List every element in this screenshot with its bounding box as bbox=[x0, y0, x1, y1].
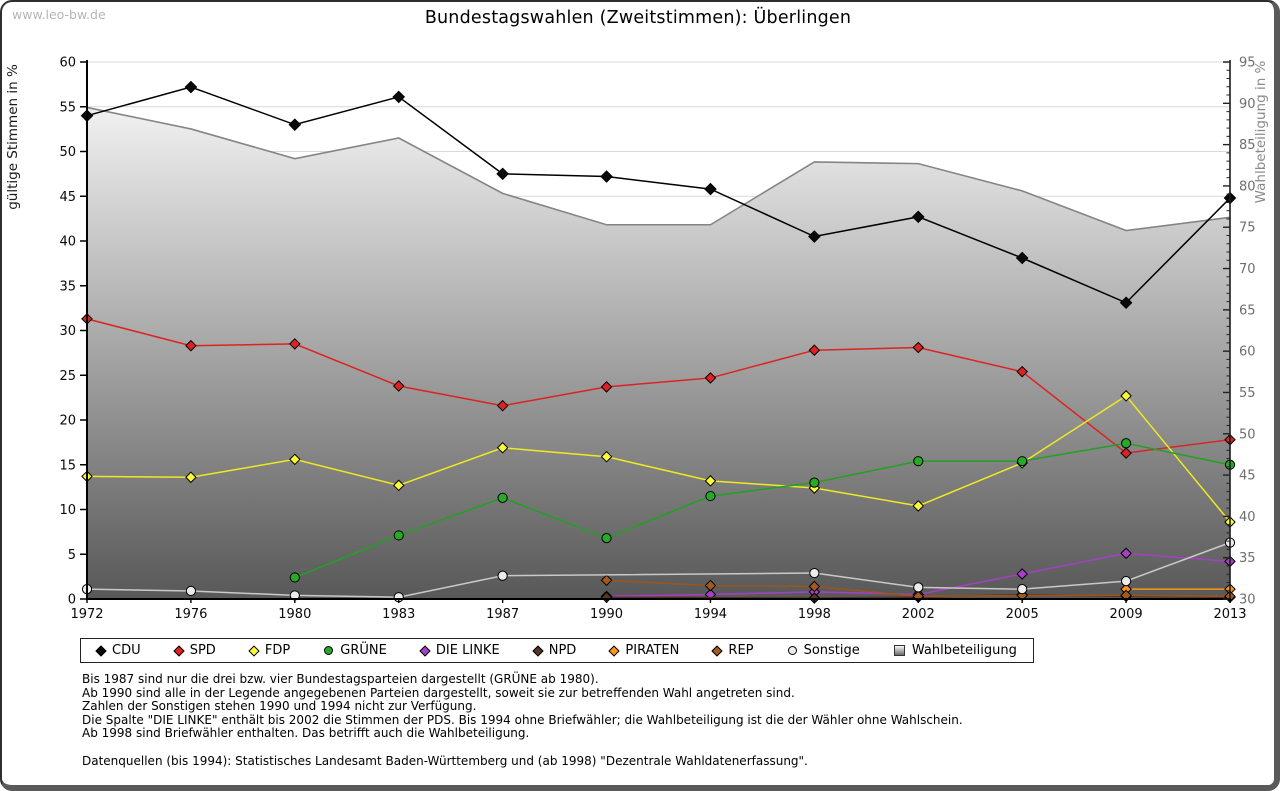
legend-label: FDP bbox=[264, 643, 291, 658]
legend-label: SPD bbox=[189, 643, 216, 658]
diamond-marker-icon bbox=[419, 644, 431, 657]
svg-text:95: 95 bbox=[1239, 56, 1256, 71]
svg-text:0: 0 bbox=[68, 593, 76, 608]
left-axis-title: gültige Stimmen in % bbox=[5, 64, 21, 210]
legend-item-rep: REP bbox=[711, 643, 754, 658]
legend-item-sonstige: Sonstige bbox=[787, 643, 860, 658]
svg-text:40: 40 bbox=[59, 235, 76, 250]
svg-text:80: 80 bbox=[1239, 179, 1256, 194]
right-axis-ticks: 30 35 40 45 50 55 60 65 70 75 80 85 90 95 bbox=[1223, 56, 1256, 608]
svg-text:15: 15 bbox=[59, 458, 76, 473]
svg-text:1976: 1976 bbox=[174, 607, 207, 622]
series-wahlbeteiligung bbox=[86, 106, 1231, 599]
footnote-line: Ab 1998 sind Briefwähler enthalten. Das … bbox=[82, 726, 530, 741]
footnote-line: Bis 1987 sind nur die drei bzw. vier Bun… bbox=[82, 672, 599, 686]
svg-text:1983: 1983 bbox=[382, 607, 415, 622]
series-cdu bbox=[80, 80, 1237, 310]
svg-text:1994: 1994 bbox=[694, 607, 727, 622]
legend-label: Sonstige bbox=[803, 643, 860, 658]
legend-item-spd: SPD bbox=[173, 643, 216, 658]
svg-text:2013: 2013 bbox=[1213, 607, 1246, 622]
series-grüne bbox=[289, 438, 1236, 583]
circle-marker-icon bbox=[324, 646, 334, 655]
svg-text:60: 60 bbox=[1239, 345, 1256, 360]
diamond-marker-icon bbox=[532, 644, 544, 657]
legend-item-fdp: FDP bbox=[248, 643, 291, 658]
legend-label: REP bbox=[728, 643, 754, 658]
svg-text:10: 10 bbox=[59, 503, 76, 518]
circle-marker-icon bbox=[787, 646, 797, 655]
svg-text:1987: 1987 bbox=[486, 607, 519, 622]
legend-item-wahlbeteiligung: Wahlbeteiligung bbox=[893, 643, 1017, 658]
election-line-chart: 0 5 10 15 20 25 30 35 40 45 50 55 60 30 35 40 45 50 55 60 65… bbox=[5, 56, 1269, 623]
chart-legend: CDU SPD FDP GRÜNE DIE LINKE NPD PIRATEN REP Sons… bbox=[80, 638, 1034, 663]
footnote-line: Ab 1990 sind alle in der Legende angegeb… bbox=[82, 685, 795, 700]
legend-label: PIRATEN bbox=[625, 643, 680, 658]
svg-text:50: 50 bbox=[59, 145, 76, 160]
svg-text:60: 60 bbox=[59, 56, 76, 71]
svg-text:30: 30 bbox=[59, 324, 76, 339]
svg-text:1980: 1980 bbox=[278, 607, 311, 622]
legend-label: Wahlbeteiligung bbox=[911, 643, 1017, 658]
svg-text:85: 85 bbox=[1239, 138, 1256, 153]
legend-item-die-linke: DIE LINKE bbox=[419, 643, 500, 658]
x-axis-ticks: 1972 1976 1980 1983 1987 1990 1994 1998 2002 2005… bbox=[70, 599, 1247, 622]
svg-text:25: 25 bbox=[59, 369, 76, 384]
svg-text:35: 35 bbox=[59, 279, 76, 294]
diamond-marker-icon bbox=[95, 644, 107, 657]
footnote-line: Die Spalte "DIE LINKE" enthält bis 2002 … bbox=[82, 712, 963, 727]
legend-label: CDU bbox=[112, 643, 141, 658]
svg-text:55: 55 bbox=[59, 100, 76, 115]
chart-title: Bundestagswahlen (Zweitstimmen): Überlin… bbox=[424, 8, 852, 28]
svg-text:75: 75 bbox=[1239, 221, 1256, 236]
legend-item-piraten: PIRATEN bbox=[608, 643, 680, 658]
svg-text:45: 45 bbox=[59, 190, 76, 205]
diamond-marker-icon bbox=[248, 644, 260, 657]
svg-text:55: 55 bbox=[1239, 386, 1256, 401]
data-source-line: Datenquellen (bis 1994): Statistisches L… bbox=[82, 753, 808, 768]
legend-label: DIE LINKE bbox=[435, 643, 500, 658]
axis-titles: gültige Stimmen in % Wahlbeteiligung in % bbox=[5, 60, 1269, 209]
left-axis-ticks: 0 5 10 15 20 25 30 35 40 45 50 55 60 bbox=[59, 56, 87, 608]
svg-text:50: 50 bbox=[1239, 427, 1256, 442]
svg-text:2009: 2009 bbox=[1110, 607, 1143, 622]
svg-text:20: 20 bbox=[59, 414, 76, 429]
svg-text:30: 30 bbox=[1239, 593, 1256, 608]
svg-text:1990: 1990 bbox=[590, 607, 623, 622]
legend-item-npd: NPD bbox=[532, 643, 577, 658]
svg-text:45: 45 bbox=[1239, 469, 1256, 484]
footnotes: Bis 1987 sind nur die drei bzw. vier Bun… bbox=[82, 672, 963, 769]
svg-text:65: 65 bbox=[1239, 303, 1256, 318]
svg-text:2005: 2005 bbox=[1006, 607, 1039, 622]
diamond-marker-icon bbox=[173, 644, 185, 657]
svg-text:90: 90 bbox=[1239, 97, 1256, 112]
watermark: www.leo-bw.de bbox=[12, 7, 106, 22]
legend-label: NPD bbox=[548, 643, 577, 658]
legend-item-grüne: GRÜNE bbox=[324, 643, 387, 658]
diamond-marker-icon bbox=[608, 644, 621, 657]
svg-text:40: 40 bbox=[1239, 510, 1256, 525]
turnout-area-swatch-icon bbox=[893, 645, 905, 656]
svg-text:5: 5 bbox=[68, 548, 76, 563]
footnote-line: Zahlen der Sonstigen stehen 1990 und 199… bbox=[82, 699, 477, 714]
svg-text:35: 35 bbox=[1239, 551, 1256, 566]
svg-text:1972: 1972 bbox=[70, 607, 103, 622]
svg-text:1998: 1998 bbox=[798, 607, 831, 622]
legend-item-cdu: CDU bbox=[95, 643, 141, 658]
diamond-marker-icon bbox=[711, 644, 724, 657]
svg-text:2002: 2002 bbox=[902, 607, 935, 622]
legend-label: GRÜNE bbox=[340, 643, 387, 658]
right-axis-title: Wahlbeteiligung in % bbox=[1253, 60, 1269, 203]
svg-text:70: 70 bbox=[1239, 262, 1256, 277]
